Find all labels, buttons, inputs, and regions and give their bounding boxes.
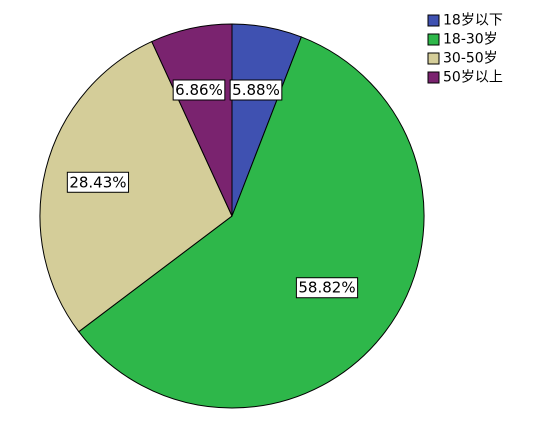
legend-item-3: 30-50岁: [427, 51, 498, 67]
pie-label-box-2: [295, 277, 359, 299]
pie-slices: [39, 23, 425, 409]
legend-swatch-2: [427, 33, 440, 46]
legend-swatch-4: [427, 71, 440, 84]
pie-label-2: 58.82%: [295, 277, 359, 299]
pie-label-box-4: [172, 79, 226, 101]
pie-label-text-4: 6.86%: [175, 81, 223, 99]
legend-label-1: 18岁以下: [443, 13, 503, 29]
pie-label-text-2: 58.82%: [298, 279, 355, 297]
legend-item-4: 50岁以上: [427, 70, 503, 86]
pie-label-box-1: [229, 79, 283, 101]
pie-slice-labels: 5.88% 58.82% 28.43% 6.86%: [66, 79, 359, 299]
legend-label-4: 50岁以上: [443, 70, 503, 86]
pie-label-4: 6.86%: [172, 79, 226, 101]
legend-item-1: 18岁以下: [427, 13, 503, 29]
legend-label-3: 30-50岁: [443, 51, 498, 67]
legend-item-2: 18-30岁: [427, 32, 498, 48]
pie-slice-3: [39, 40, 233, 333]
pie-label-text-3: 28.43%: [69, 173, 126, 191]
pie-slice-2: [78, 36, 425, 409]
pie-label-box-3: [66, 171, 130, 193]
legend: 18岁以下 18-30岁 30-50岁 50岁以上: [427, 13, 503, 86]
legend-swatch-3: [427, 52, 440, 65]
pie-label-text-1: 5.88%: [232, 81, 280, 99]
legend-label-2: 18-30岁: [443, 32, 498, 48]
legend-swatch-1: [427, 14, 440, 27]
pie-label-1: 5.88%: [229, 79, 283, 101]
pie-slice-4: [151, 23, 233, 217]
pie-label-3: 28.43%: [66, 171, 130, 193]
